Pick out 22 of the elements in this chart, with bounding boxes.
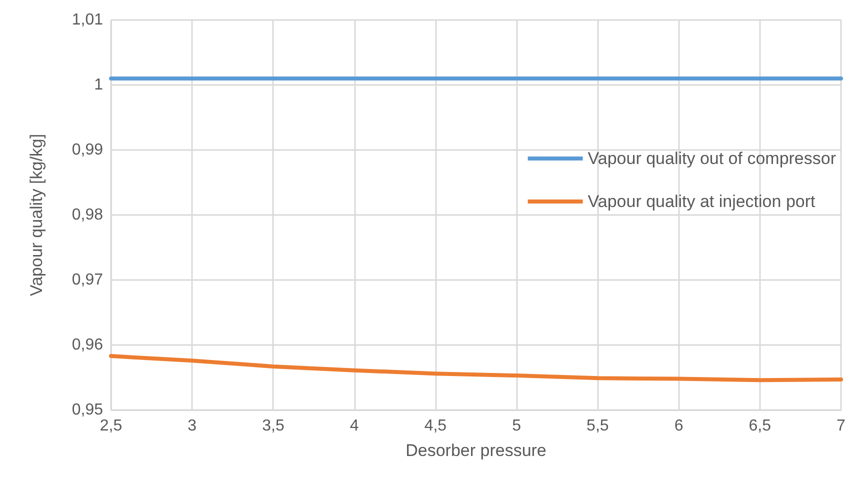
- x-tick-label: 5: [512, 418, 522, 434]
- y-axis-title: Vapour quality [kg/kg]: [27, 134, 46, 296]
- y-tick-label: 0,95: [72, 402, 104, 418]
- line-series: [109, 354, 843, 382]
- y-tick-label: 0,96: [72, 336, 104, 354]
- x-tick-label: 6: [674, 418, 684, 434]
- y-tick-label: 1: [94, 76, 104, 94]
- y-tick-label: 0,97: [72, 272, 104, 288]
- x-tick-label: 5,5: [586, 418, 609, 434]
- y-tick-label: 0,98: [72, 206, 104, 224]
- x-tick-label: 4,5: [424, 418, 447, 434]
- x-tick-label: 3: [188, 418, 197, 434]
- y-tick-label: 0,99: [72, 142, 104, 158]
- x-axis-title: Desorber pressure: [406, 441, 546, 460]
- legend-label: Vapour quality out of compressor: [588, 149, 836, 168]
- legend-label: Vapour quality at injection port: [588, 192, 816, 211]
- x-tick-label: 7: [836, 418, 846, 434]
- x-tick-label: 2,5: [100, 418, 122, 434]
- x-tick-label: 3,5: [262, 418, 284, 434]
- x-tick-label: 6,5: [748, 418, 772, 434]
- y-tick-label: 1,01: [72, 12, 104, 28]
- x-tick-label: 4: [350, 418, 359, 434]
